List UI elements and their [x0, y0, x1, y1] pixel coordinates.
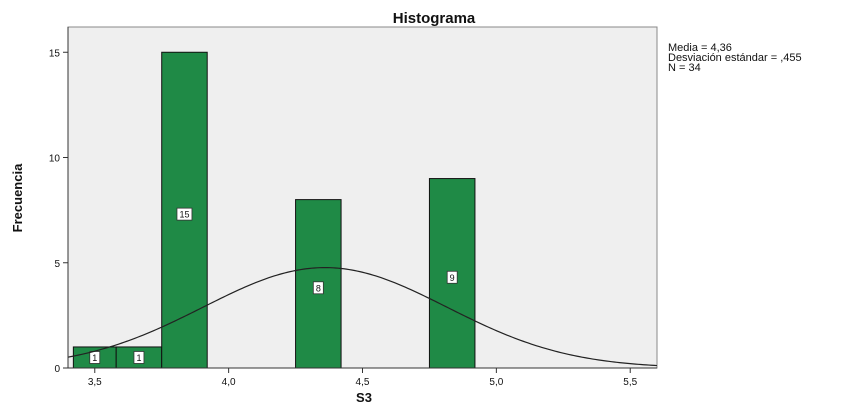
stat-mean: Media = 4,36 [668, 42, 732, 54]
normal-curve [67, 266, 658, 367]
value-label-box [446, 270, 458, 284]
value-label: 1 [136, 353, 141, 363]
x-axis-label: S3 [356, 390, 372, 405]
stat-sd: Desviación estándar = ,455 [668, 52, 802, 64]
value-label-box [133, 351, 145, 364]
y-tick-label: 5 [54, 259, 60, 270]
y-tick-label: 10 [49, 154, 61, 165]
stat-n: N = 34 [668, 62, 701, 74]
y-tick-label: 15 [49, 48, 61, 59]
stats-box: Media = 4,36 Desviación estándar = ,455 … [668, 42, 802, 74]
value-labels-group: 1 1 15 8 9 [89, 207, 458, 364]
value-label: 1 [92, 353, 97, 363]
histogram-bar [428, 178, 476, 369]
plot-area [67, 26, 658, 369]
value-label-box [176, 207, 193, 221]
y-axis-label: Frecuencia [10, 163, 25, 232]
y-axis: 0 5 10 15 [49, 27, 69, 375]
x-tick-label: 5,5 [623, 377, 637, 388]
value-label-box [312, 281, 324, 295]
x-tick-label: 4,0 [222, 377, 236, 388]
value-label: 9 [450, 273, 455, 283]
x-tick-label: 3,5 [88, 377, 102, 388]
value-label: 8 [316, 283, 321, 293]
y-tick-label: 0 [54, 364, 60, 375]
value-label: 15 [179, 210, 189, 220]
chart-title: Histograma [393, 10, 476, 27]
x-axis: 3,5 4,0 4,5 5,0 5,5 [68, 367, 657, 388]
x-tick-label: 5,0 [489, 377, 503, 388]
x-tick-label: 4,5 [356, 377, 370, 388]
